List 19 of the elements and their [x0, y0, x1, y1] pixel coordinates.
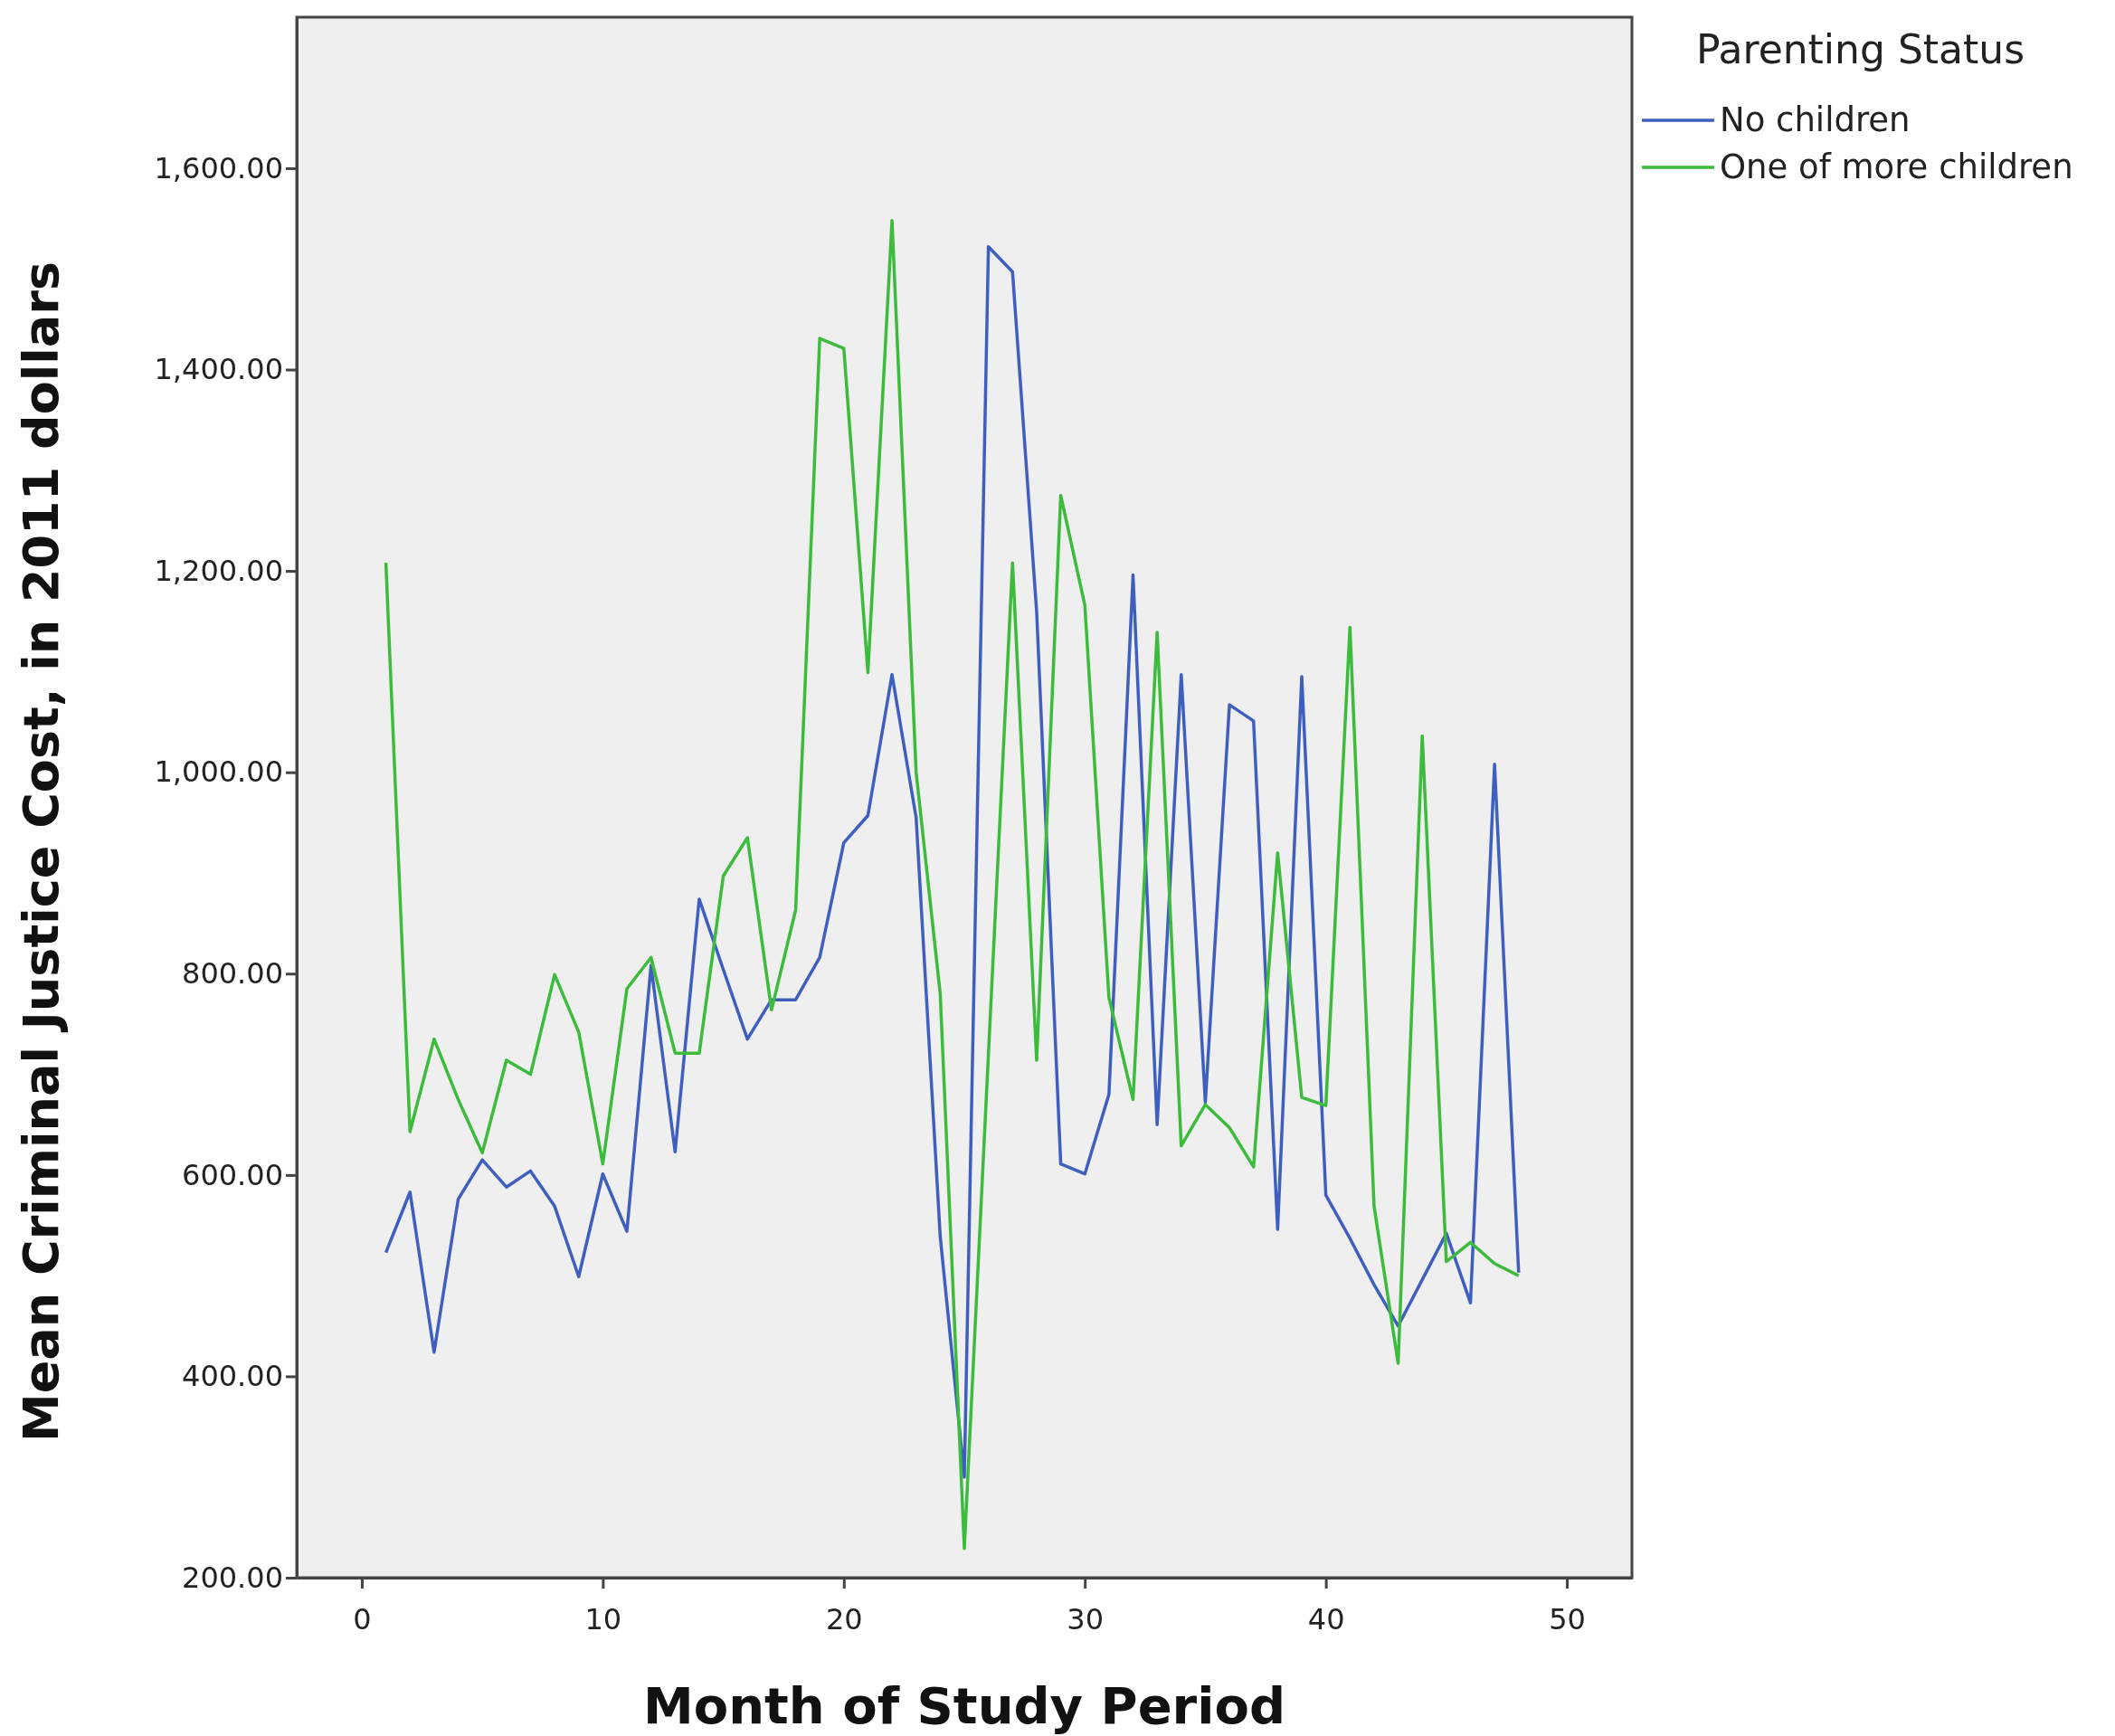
y-tick-label: 1,000.00 [154, 754, 283, 790]
x-tick-label: 30 [1067, 1601, 1105, 1636]
legend-title: Parenting Status [1696, 26, 2025, 72]
legend-label: No children [1720, 100, 1911, 139]
x-tick-label: 40 [1307, 1601, 1345, 1636]
x-tick-label: 50 [1549, 1601, 1586, 1636]
x-tick-label: 0 [353, 1601, 372, 1636]
y-tick-label: 800.00 [182, 956, 283, 991]
y-tick-label: 1,400.00 [154, 352, 283, 387]
legend-label: One of more children [1720, 147, 2073, 186]
y-tick-label: 1,600.00 [154, 150, 283, 185]
x-tick-label: 20 [825, 1601, 863, 1636]
x-tick-label: 10 [584, 1601, 622, 1636]
y-tick-label: 200.00 [182, 1560, 283, 1595]
x-axis-title: Month of Study Period [643, 1676, 1285, 1735]
y-tick-label: 400.00 [182, 1359, 283, 1394]
y-axis-title: Mean Criminal Justice Cost, in 2011 dollars [13, 261, 70, 1443]
y-tick-label: 1,200.00 [154, 553, 283, 588]
y-tick-label: 600.00 [182, 1157, 283, 1192]
